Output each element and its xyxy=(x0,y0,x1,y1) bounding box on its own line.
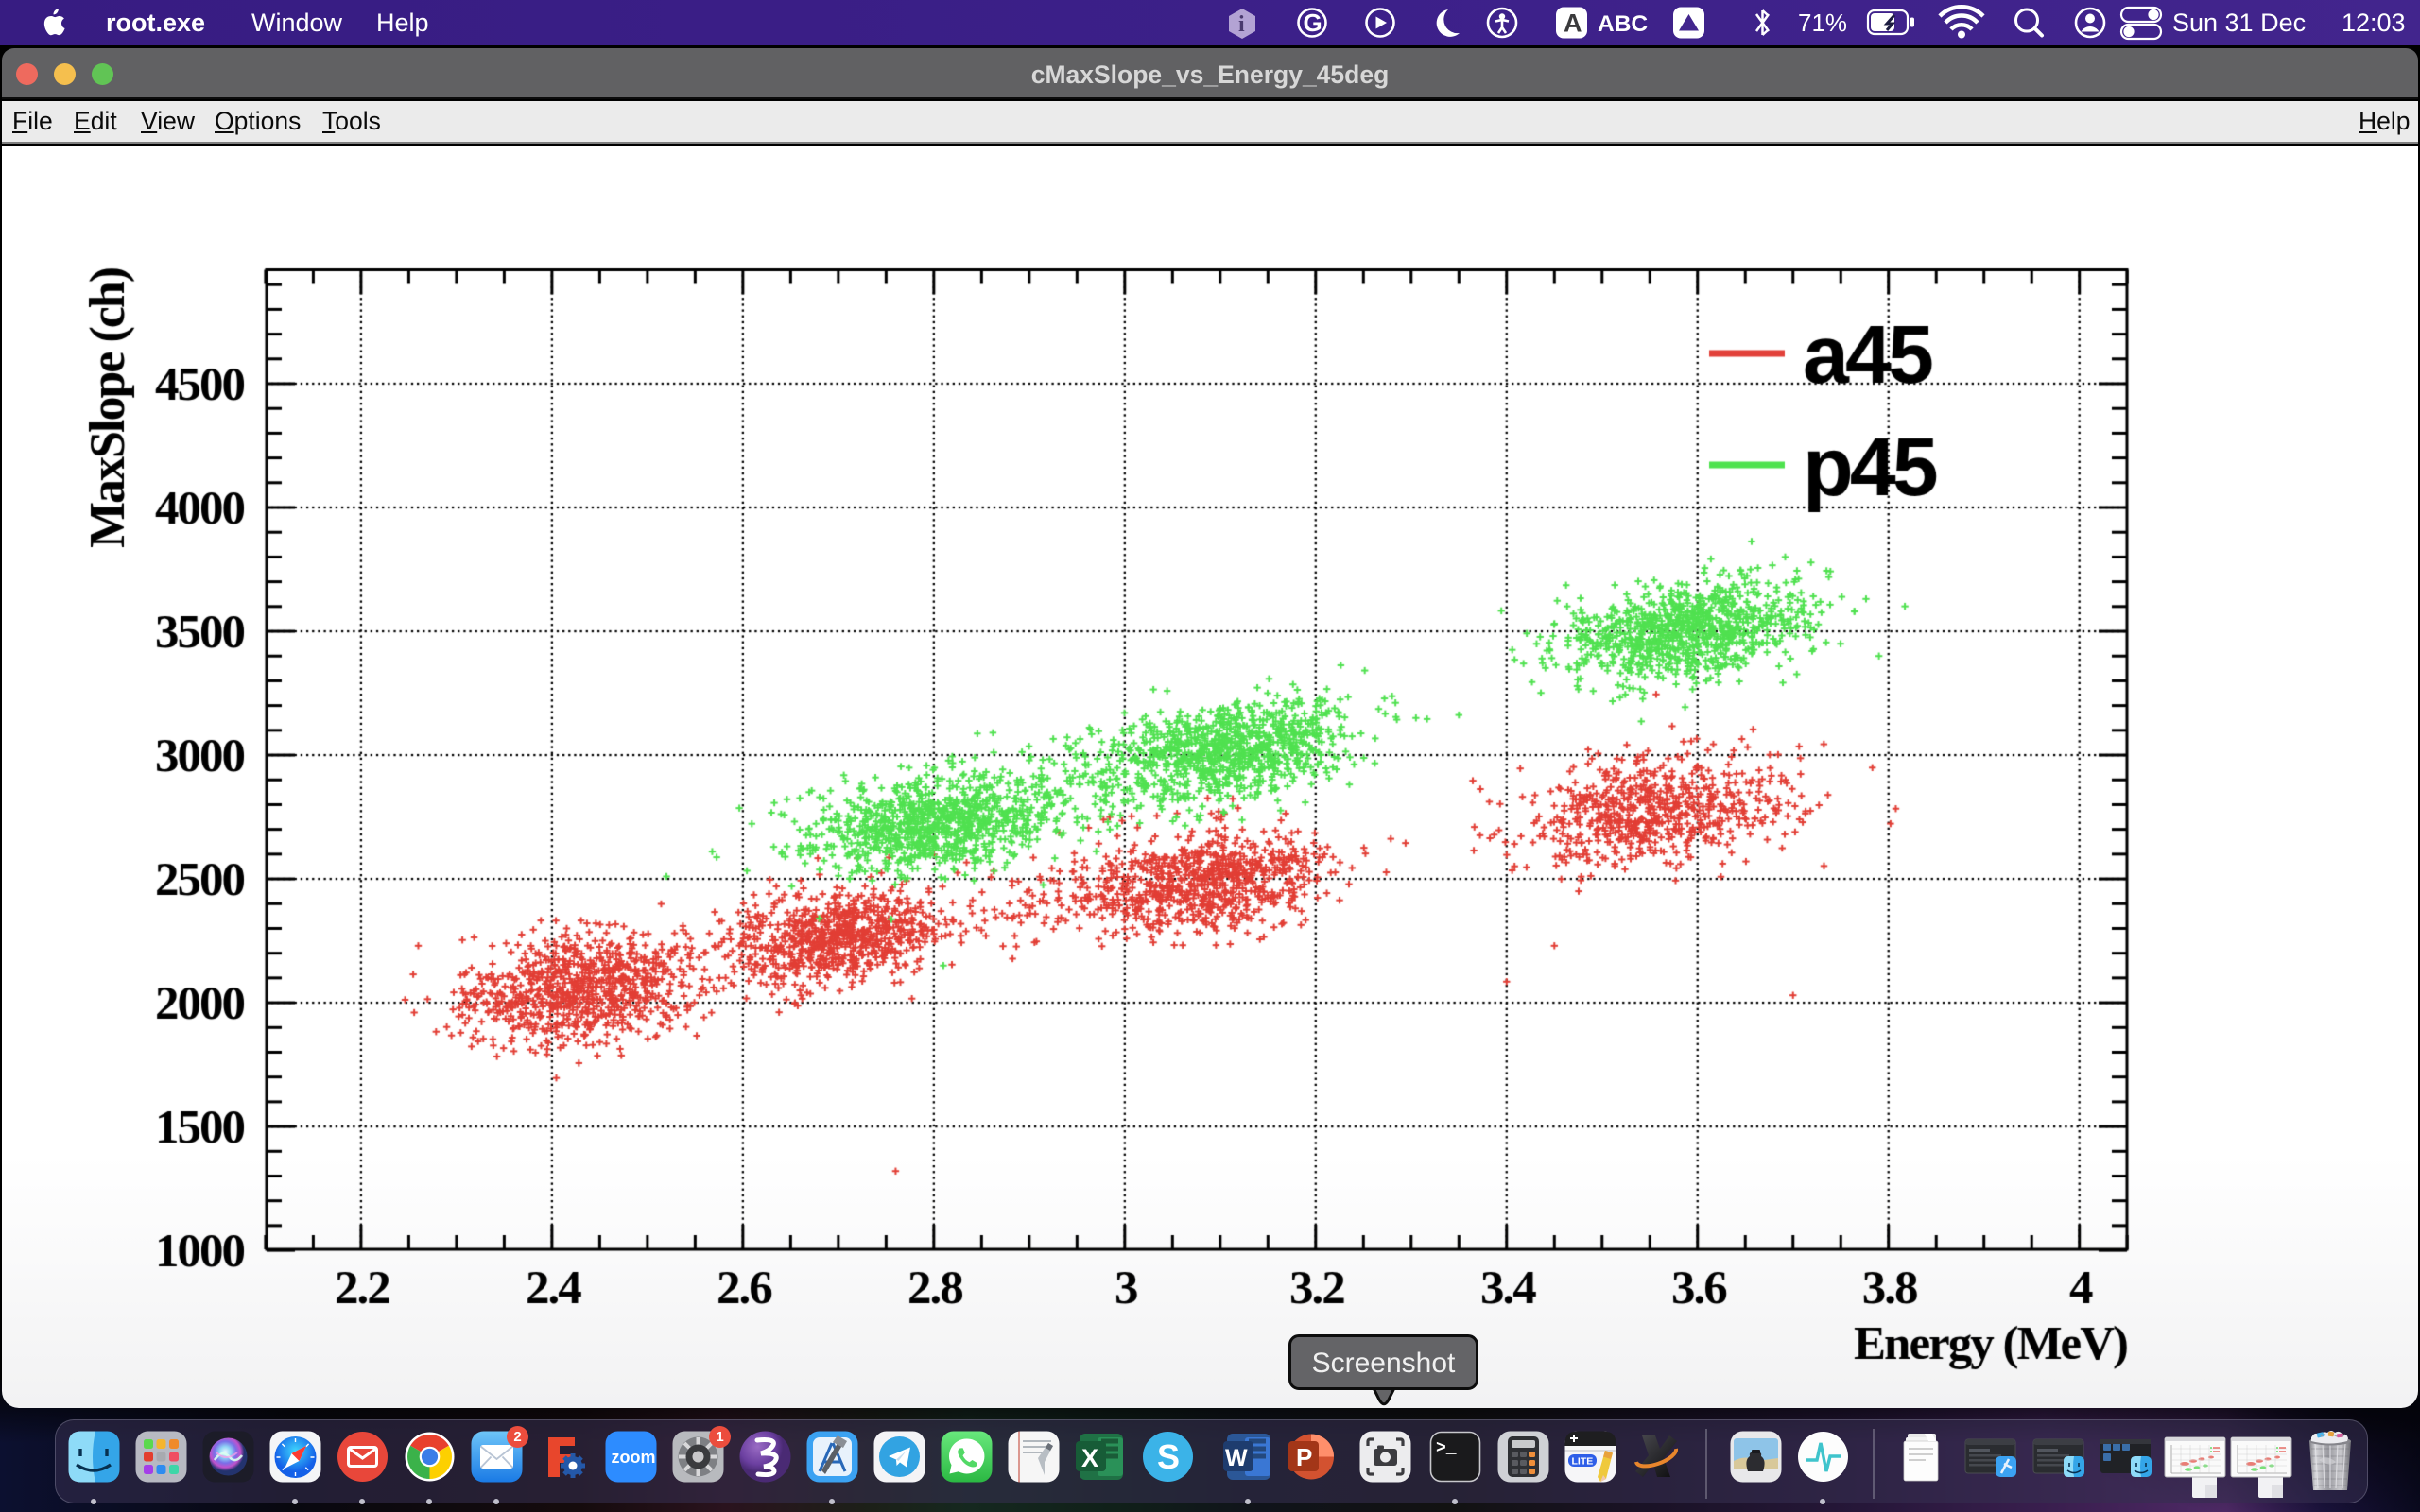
svg-text:71%: 71% xyxy=(1798,9,1847,37)
svg-text:W: W xyxy=(1225,1445,1248,1471)
svg-text:A: A xyxy=(1564,9,1582,38)
svg-text:G: G xyxy=(1304,9,1322,37)
svg-text:zoom: zoom xyxy=(611,1448,655,1467)
svg-text:i: i xyxy=(1238,12,1245,37)
svg-text:P: P xyxy=(1296,1443,1312,1471)
svg-text:LITE: LITE xyxy=(1571,1456,1593,1468)
svg-text:ABC: ABC xyxy=(1598,11,1648,37)
svg-text:X: X xyxy=(1081,1444,1098,1472)
svg-text:S: S xyxy=(1157,1437,1180,1476)
svg-text:>_: >_ xyxy=(1436,1439,1457,1458)
